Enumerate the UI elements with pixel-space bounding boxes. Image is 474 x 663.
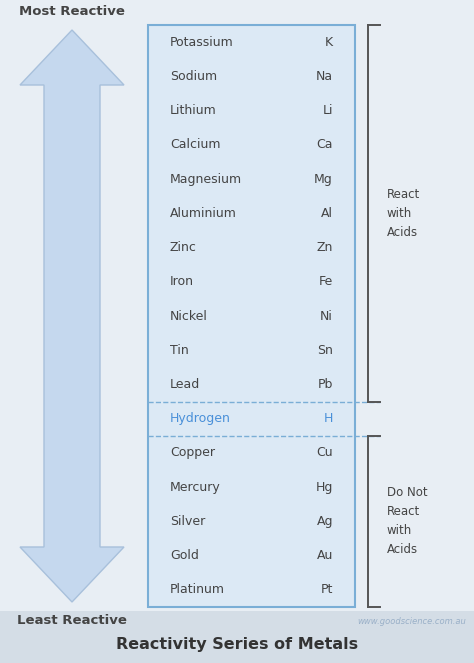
Text: Mercury: Mercury (170, 481, 221, 494)
Text: Na: Na (316, 70, 333, 83)
Bar (148, 25, 355, 607)
Text: Least Reactive: Least Reactive (17, 614, 127, 627)
Text: Iron: Iron (170, 275, 194, 288)
Text: Do Not
React
with
Acids: Do Not React with Acids (387, 487, 428, 556)
Text: Potassium: Potassium (170, 36, 234, 48)
Text: Ca: Ca (317, 139, 333, 151)
Text: Li: Li (322, 104, 333, 117)
Text: Platinum: Platinum (170, 583, 225, 597)
Text: Zinc: Zinc (170, 241, 197, 254)
Text: Magnesium: Magnesium (170, 172, 242, 186)
Text: Tin: Tin (170, 343, 189, 357)
Text: Sn: Sn (317, 343, 333, 357)
Text: Ni: Ni (320, 310, 333, 322)
Text: React
with
Acids: React with Acids (387, 188, 420, 239)
Text: Lead: Lead (170, 378, 200, 391)
Text: Silver: Silver (170, 515, 205, 528)
Text: Aluminium: Aluminium (170, 207, 237, 220)
Text: H: H (324, 412, 333, 425)
Text: Nickel: Nickel (170, 310, 208, 322)
Text: Hg: Hg (316, 481, 333, 494)
Bar (0, 611, 474, 663)
Text: Most Reactive: Most Reactive (19, 5, 125, 18)
Text: Sodium: Sodium (170, 70, 217, 83)
Text: Pb: Pb (318, 378, 333, 391)
Text: Al: Al (321, 207, 333, 220)
Polygon shape (20, 30, 124, 602)
Text: Copper: Copper (170, 446, 215, 459)
Text: Ag: Ag (317, 515, 333, 528)
Text: Hydrogen: Hydrogen (170, 412, 231, 425)
Text: K: K (325, 36, 333, 48)
Text: Fe: Fe (319, 275, 333, 288)
Text: Calcium: Calcium (170, 139, 220, 151)
Text: Pt: Pt (320, 583, 333, 597)
Text: www.goodscience.com.au: www.goodscience.com.au (357, 617, 466, 625)
Text: Mg: Mg (314, 172, 333, 186)
Text: Zn: Zn (317, 241, 333, 254)
Text: Gold: Gold (170, 549, 199, 562)
Text: Cu: Cu (316, 446, 333, 459)
Text: Au: Au (317, 549, 333, 562)
Text: Lithium: Lithium (170, 104, 217, 117)
Text: Reactivity Series of Metals: Reactivity Series of Metals (116, 636, 358, 652)
